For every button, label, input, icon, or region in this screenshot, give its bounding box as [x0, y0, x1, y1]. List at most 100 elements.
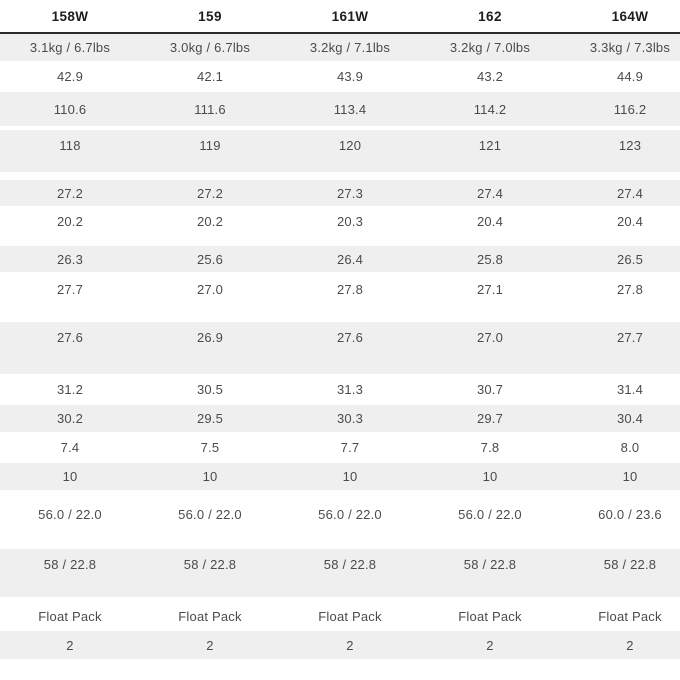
table-cell: 3.2kg / 7.0lbs — [449, 40, 531, 55]
table-cell: 10 — [482, 469, 498, 484]
table-row: 2 2 2 2 2 — [0, 631, 680, 659]
table-cell: 119 — [199, 138, 221, 153]
table-cell: 31.3 — [336, 382, 364, 397]
spec-table-body: 3.1kg / 6.7lbs 3.0kg / 6.7lbs 3.2kg / 7.1l… — [0, 34, 680, 659]
table-row: 7.4 7.5 7.7 7.8 8.0 — [0, 434, 680, 461]
table-cell: 58 / 22.8 — [323, 557, 377, 572]
table-cell: 29.5 — [196, 411, 224, 426]
table-cell: 111.6 — [194, 101, 226, 117]
table-cell: 3.2kg / 7.1lbs — [309, 40, 391, 55]
table-cell: 20.2 — [196, 213, 224, 229]
table-cell: 60.0 / 23.6 — [598, 507, 662, 522]
table-cell: 3.1kg / 6.7lbs — [29, 40, 111, 55]
size-spec-table: 158W 159 161W 162 164W 3.1kg / 6.7lbs 3.0kg /… — [0, 8, 680, 659]
table-cell: 10 — [202, 469, 218, 484]
table-cell: 30.3 — [336, 411, 364, 426]
table-cell: 58 / 22.8 — [603, 557, 657, 572]
table-row: 56.0 / 22.0 56.0 / 22.0 56.0 / 22.0 56.0 / … — [0, 499, 680, 545]
table-cell: 7.7 — [340, 440, 360, 455]
table-row: 27.7 27.0 27.8 27.1 27.8 — [0, 274, 680, 320]
table-cell: 29.7 — [476, 411, 504, 426]
table-cell: 10 — [622, 469, 638, 484]
table-cell: 27.2 — [56, 185, 84, 201]
table-row: 26.3 25.6 26.4 25.8 26.5 — [0, 246, 680, 272]
table-cell: 123 — [618, 138, 642, 153]
table-cell: 43.2 — [476, 69, 504, 84]
column-header-164w: 164W — [611, 8, 649, 24]
table-cell: 10 — [62, 469, 78, 484]
table-cell: 2 — [346, 637, 354, 653]
table-cell: 25.8 — [476, 251, 504, 267]
table-cell: 20.4 — [476, 213, 504, 229]
table-cell: 56.0 / 22.0 — [458, 507, 522, 522]
column-header-159: 159 — [198, 8, 222, 24]
table-cell: 31.2 — [56, 382, 84, 397]
table-cell: 26.5 — [616, 251, 644, 267]
table-cell: 27.2 — [196, 185, 224, 201]
table-row: 27.2 27.2 27.3 27.4 27.4 — [0, 180, 680, 206]
table-cell: 43.9 — [336, 69, 364, 84]
table-cell: 114.2 — [473, 101, 507, 117]
table-cell: 120 — [338, 138, 362, 153]
table-cell: 25.6 — [196, 251, 224, 267]
table-cell: 121 — [478, 138, 502, 153]
table-row: 110.6 111.6 113.4 114.2 116.2 — [0, 92, 680, 126]
table-cell: 27.0 — [476, 330, 504, 345]
column-header-161w: 161W — [331, 8, 369, 24]
table-cell: 26.3 — [56, 251, 84, 267]
table-row: 58 / 22.8 58 / 22.8 58 / 22.8 58 / 22.8 58 /… — [0, 549, 680, 597]
table-cell: 20.2 — [56, 213, 84, 229]
table-row: 31.2 30.5 31.3 30.7 31.4 — [0, 376, 680, 403]
table-row: 20.2 20.2 20.3 20.4 20.4 — [0, 208, 680, 234]
table-cell: 3.0kg / 6.7lbs — [169, 40, 251, 55]
table-cell: Float Pack — [458, 608, 522, 624]
table-cell: 116.2 — [613, 101, 647, 117]
table-row: 118 119 120 121 123 — [0, 130, 680, 172]
table-cell: 20.4 — [616, 213, 644, 229]
table-cell: 26.9 — [196, 330, 224, 345]
table-cell: 7.8 — [480, 440, 500, 455]
table-cell: 2 — [66, 637, 74, 653]
table-cell: 27.3 — [336, 185, 364, 201]
table-cell: 56.0 / 22.0 — [318, 507, 382, 522]
table-cell: 58 / 22.8 — [463, 557, 517, 572]
table-cell: 110.6 — [53, 101, 87, 117]
table-cell: 27.7 — [616, 330, 644, 345]
table-cell: 3.3kg / 7.3lbs — [589, 40, 671, 55]
table-cell: 30.2 — [56, 411, 84, 426]
table-row: 30.2 29.5 30.3 29.7 30.4 — [0, 405, 680, 432]
table-cell: 20.3 — [336, 213, 364, 229]
table-cell: 8.0 — [620, 440, 640, 455]
table-cell: 7.4 — [60, 440, 80, 455]
table-cell: 27.0 — [196, 282, 224, 297]
table-cell: Float Pack — [598, 608, 662, 624]
table-cell: 2 — [626, 637, 634, 653]
table-cell: 26.4 — [336, 251, 364, 267]
table-cell: 118 — [59, 138, 81, 153]
table-cell: 27.6 — [336, 330, 364, 345]
table-cell: 2 — [486, 637, 494, 653]
table-cell: 10 — [342, 469, 358, 484]
table-cell: Float Pack — [318, 608, 382, 624]
table-row: 10 10 10 10 10 — [0, 463, 680, 490]
table-row: 27.6 26.9 27.6 27.0 27.7 — [0, 322, 680, 374]
table-cell: 30.4 — [616, 411, 644, 426]
table-row: 42.9 42.1 43.9 43.2 44.9 — [0, 63, 680, 90]
table-cell: 31.4 — [616, 382, 644, 397]
table-row: 3.1kg / 6.7lbs 3.0kg / 6.7lbs 3.2kg / 7.1l… — [0, 34, 680, 61]
table-cell: 113.4 — [333, 101, 367, 117]
table-cell: 30.5 — [196, 382, 224, 397]
table-cell: 27.8 — [616, 282, 644, 297]
table-cell: Float Pack — [38, 608, 102, 624]
table-cell: 44.9 — [616, 69, 644, 84]
table-cell: Float Pack — [178, 608, 242, 624]
table-cell: 27.1 — [476, 282, 504, 297]
table-cell: 56.0 / 22.0 — [178, 507, 242, 522]
table-cell: 27.7 — [56, 282, 84, 297]
table-cell: 2 — [206, 637, 214, 653]
table-cell: 27.6 — [56, 330, 84, 345]
table-row: Float Pack Float Pack Float Pack Float Pack… — [0, 603, 680, 629]
table-cell: 7.5 — [200, 440, 220, 455]
table-cell: 27.4 — [616, 185, 644, 201]
table-cell: 27.4 — [476, 185, 504, 201]
